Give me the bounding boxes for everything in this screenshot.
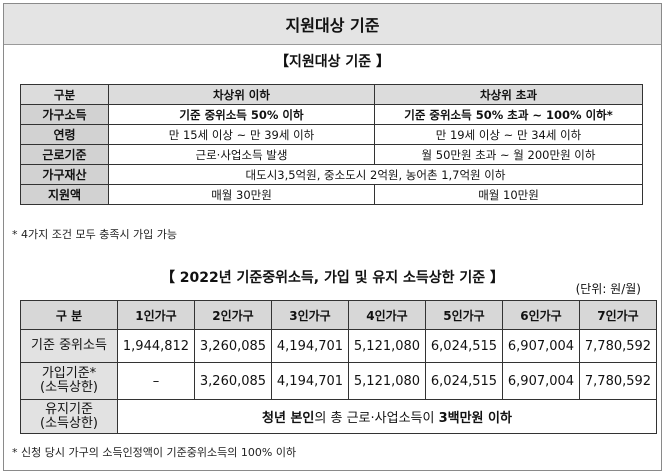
row-header: 근로기준	[20, 144, 109, 165]
table-cell: 6,907,004	[502, 329, 580, 363]
column-header: 1인가구	[117, 300, 195, 330]
column-header: 구 분	[20, 300, 118, 330]
table-cell: 매월 10만원	[374, 184, 643, 205]
eligibility-table-title: 【지원대상 기준 】	[274, 54, 391, 70]
table-cell: 6,024,515	[425, 362, 503, 400]
table-row: 근로기준 근로·사업소득 발생 월 50만원 초과 ~ 월 200만원 이하	[20, 144, 643, 165]
income-footnote: * 신청 당시 가구의 소득인정액이 기준중위소득의 100% 이하	[12, 446, 297, 459]
column-header: 6인가구	[502, 300, 580, 330]
table-row: 지원액 매월 30만원 매월 10만원	[20, 184, 643, 205]
table-cell: 매월 30만원	[108, 184, 375, 205]
table-cell: 기준 중위소득 50% 초과 ~ 100% 이하*	[374, 104, 643, 125]
table-header-row: 구 분 1인가구 2인가구 3인가구 4인가구 5인가구 6인가구 7인가구	[20, 300, 657, 330]
column-header: 구분	[20, 84, 109, 105]
table-cell: –	[117, 362, 195, 400]
row-header: 가구소득	[20, 104, 109, 125]
table-cell: 1,944,812	[117, 329, 195, 363]
income-limits-table: 구 분 1인가구 2인가구 3인가구 4인가구 5인가구 6인가구 7인가구 기…	[20, 300, 657, 434]
table-cell: 6,907,004	[502, 362, 580, 400]
emphasis-text: 청년 본인	[262, 411, 315, 426]
table-cell: 7,780,592	[579, 362, 657, 400]
row-header-line: (소득상한)	[40, 415, 98, 431]
body-text: 의 총 근로·사업소득이	[314, 411, 439, 426]
table-cell: 월 50만원 초과 ~ 월 200만원 이하	[374, 144, 643, 165]
row-header: 유지기준 (소득상한)	[20, 399, 118, 434]
table-row: 기준 중위소득 1,944,812 3,260,085 4,194,701 5,…	[20, 329, 657, 363]
emphasis-text: 3백만원 이하	[438, 411, 512, 426]
eligibility-footnote: * 4가지 조건 모두 충족시 가입 가능	[12, 228, 178, 241]
table-cell: 7,780,592	[579, 329, 657, 363]
table-row: 유지기준 (소득상한) 청년 본인의 총 근로·사업소득이 3백만원 이하	[20, 399, 657, 434]
table-cell: 만 15세 이상 ~ 만 39세 이하	[108, 124, 375, 145]
row-header: 가입기준* (소득상한)	[20, 362, 118, 400]
row-header-line: 가입기준*	[41, 366, 97, 381]
table-cell: 만 19세 이상 ~ 만 34세 이하	[374, 124, 643, 145]
column-header: 3인가구	[271, 300, 349, 330]
row-header: 가구재산	[20, 164, 109, 185]
row-header-line: (소득상한)	[40, 380, 98, 395]
column-header: 차상위 초과	[374, 84, 643, 105]
table-header-row: 구분 차상위 이하 차상위 초과	[20, 84, 643, 105]
table-cell: 5,121,080	[348, 362, 426, 400]
row-header: 지원액	[20, 184, 109, 205]
table-cell: 4,194,701	[271, 329, 349, 363]
table-row: 가구소득 기준 중위소득 50% 이하 기준 중위소득 50% 초과 ~ 100…	[20, 104, 643, 125]
column-header: 2인가구	[194, 300, 272, 330]
table-cell: 6,024,515	[425, 329, 503, 363]
table-row: 가입기준* (소득상한) – 3,260,085 4,194,701 5,121…	[20, 362, 657, 400]
column-header: 차상위 이하	[108, 84, 375, 105]
table-row: 연령 만 15세 이상 ~ 만 39세 이하 만 19세 이상 ~ 만 34세 …	[20, 124, 643, 145]
row-header: 기준 중위소득	[20, 329, 118, 363]
table-row: 가구재산 대도시3,5억원, 중소도시 2억원, 농어촌 1,7억원 이하	[20, 164, 643, 185]
table-cell: 3,260,085	[194, 329, 272, 363]
eligibility-table: 구분 차상위 이하 차상위 초과 가구소득 기준 중위소득 50% 이하 기준 …	[20, 84, 643, 205]
table-cell: 근로·사업소득 발생	[108, 144, 375, 165]
row-header-line: 유지기준	[45, 401, 93, 417]
row-header: 연령	[20, 124, 109, 145]
column-header: 4인가구	[348, 300, 426, 330]
document-frame: 지원대상 기준 【지원대상 기준 】 구분 차상위 이하 차상위 초과 가구소득…	[3, 3, 662, 471]
table-cell-merged: 청년 본인의 총 근로·사업소득이 3백만원 이하	[117, 399, 657, 434]
unit-label: (단위: 원/월)	[575, 282, 641, 296]
income-table-title: 【 2022년 기준중위소득, 가입 및 유지 소득상한 기준 】	[160, 270, 505, 286]
column-header: 7인가구	[579, 300, 657, 330]
column-header: 5인가구	[425, 300, 503, 330]
page-title: 지원대상 기준	[4, 4, 661, 45]
table-cell: 5,121,080	[348, 329, 426, 363]
table-cell: 3,260,085	[194, 362, 272, 400]
table-cell: 기준 중위소득 50% 이하	[108, 104, 375, 125]
table-cell-merged: 대도시3,5억원, 중소도시 2억원, 농어촌 1,7억원 이하	[108, 164, 643, 185]
table-cell: 4,194,701	[271, 362, 349, 400]
